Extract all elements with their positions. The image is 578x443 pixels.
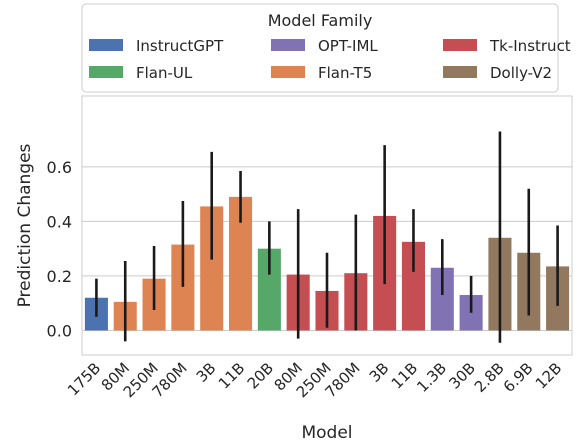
legend-title: Model Family (268, 11, 373, 30)
x-tick-label: 6.9B (500, 359, 537, 396)
legend-label: Dolly-V2 (490, 64, 552, 82)
legend-swatch (89, 39, 123, 51)
y-tick-labels: 0.0 0.2 0.4 0.6 (47, 158, 72, 341)
legend-label: InstructGPT (136, 37, 224, 55)
x-tick-label: 1.3B (413, 359, 450, 396)
bar (171, 244, 195, 331)
bar (430, 267, 454, 331)
x-tick-label: 11B (215, 359, 249, 393)
bars (84, 196, 570, 331)
x-tick-label: 20B (244, 359, 278, 393)
y-axis-label: Prediction Changes (15, 143, 35, 307)
legend-frame (81, 3, 559, 93)
bar (257, 248, 281, 331)
x-tick-label: 12B (532, 359, 566, 393)
y-tick-label: 0.4 (47, 212, 72, 231)
bar (459, 295, 483, 331)
legend-entries: InstructGPT Flan-UL OPT-IML Flan-T5 Tk-Instr… (89, 37, 571, 82)
legend-label: Tk-Instruct (489, 37, 571, 55)
legend-swatch (271, 39, 305, 51)
bar (401, 241, 425, 331)
bar (200, 206, 224, 331)
legend-label: Flan-T5 (318, 64, 372, 82)
legend-label: Flan-UL (136, 64, 193, 82)
error-bars (95, 131, 559, 343)
legend-swatch (443, 66, 477, 78)
legend-swatch (89, 66, 123, 78)
x-tick-label: 2.8B (471, 359, 508, 396)
x-axis-label: Model (301, 423, 352, 443)
y-tick-label: 0.6 (47, 158, 72, 177)
plot-frame (81, 95, 573, 356)
legend-swatch (443, 39, 477, 51)
legend: Model Family InstructGPT Flan-UL OPT-IML Fl… (81, 3, 571, 93)
legend-swatch (271, 66, 305, 78)
y-tick-label: 0.0 (47, 321, 72, 340)
legend-label: OPT-IML (318, 37, 378, 55)
bar (229, 196, 253, 331)
y-tick-label: 0.2 (47, 267, 72, 286)
x-tick-label: 175B (64, 359, 104, 399)
